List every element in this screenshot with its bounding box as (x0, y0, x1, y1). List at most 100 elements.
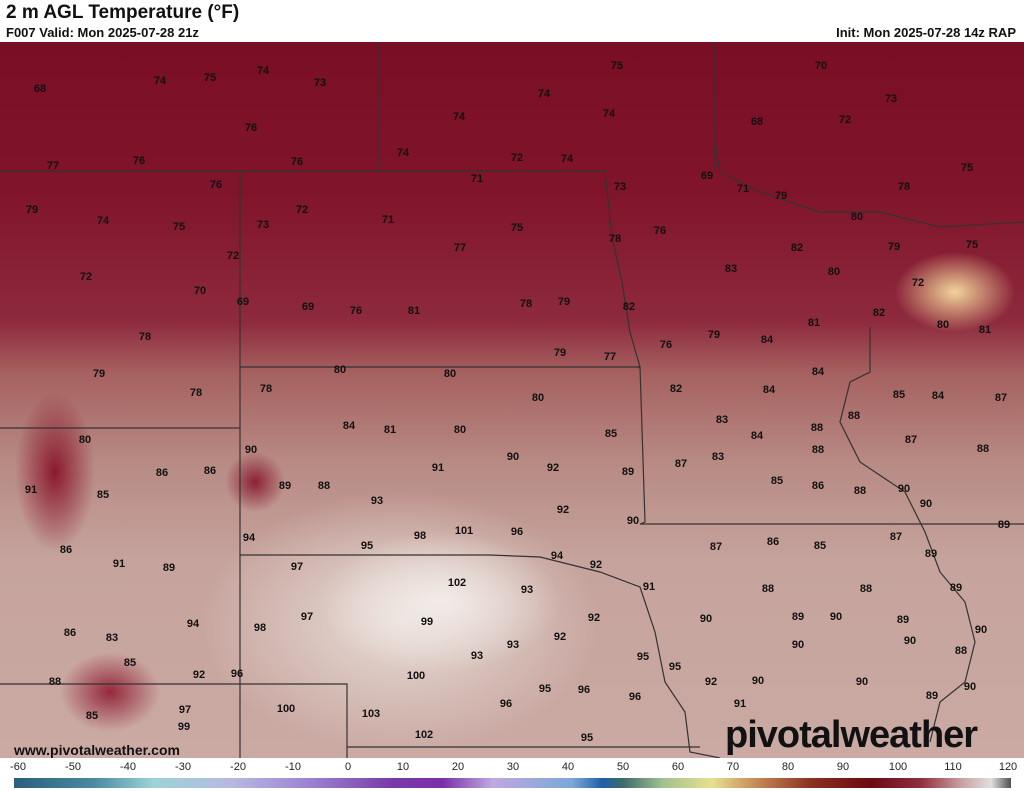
temperature-label: 80 (936, 319, 950, 331)
temperature-label: 79 (92, 368, 106, 380)
colorbar-tick: 20 (451, 761, 465, 773)
temperature-label: 88 (811, 444, 825, 456)
colorbar-tick: 100 (888, 761, 908, 773)
temperature-label: 95 (636, 651, 650, 663)
temperature-label: 90 (974, 624, 988, 636)
temperature-label: 86 (811, 480, 825, 492)
temperature-label: 68 (33, 83, 47, 95)
temperature-label: 90 (855, 676, 869, 688)
temperature-label: 88 (317, 480, 331, 492)
temperature-label: 85 (892, 389, 906, 401)
temperature-label: 74 (452, 111, 466, 123)
temperature-label: 80 (443, 368, 457, 380)
temperature-label: 85 (85, 710, 99, 722)
temperature-label: 86 (203, 465, 217, 477)
temperature-label: 87 (994, 392, 1008, 404)
colorbar-tick: -30 (175, 761, 191, 773)
boundary-line (839, 327, 976, 743)
temperature-label: 89 (621, 466, 635, 478)
temperature-label: 89 (997, 519, 1011, 531)
temperature-label: 75 (610, 60, 624, 72)
temperature-label: 90 (751, 675, 765, 687)
temperature-label: 73 (613, 181, 627, 193)
temperature-label: 89 (278, 480, 292, 492)
temperature-label: 93 (520, 584, 534, 596)
temperature-label: 86 (155, 467, 169, 479)
temperature-label: 92 (704, 676, 718, 688)
boundary-line (240, 170, 641, 369)
temperature-label: 91 (24, 484, 38, 496)
temperature-label: 76 (659, 339, 673, 351)
temperature-label: 99 (177, 721, 191, 733)
temperature-label: 97 (178, 704, 192, 716)
temperature-label: 86 (766, 536, 780, 548)
temperature-label: 74 (256, 65, 270, 77)
temperature-label: 90 (506, 451, 520, 463)
temperature-label: 102 (447, 577, 467, 589)
temperature-label: 97 (290, 561, 304, 573)
temperature-label: 90 (244, 444, 258, 456)
temperature-label: 75 (965, 239, 979, 251)
temperature-label: 77 (46, 160, 60, 172)
temperature-label: 84 (762, 384, 776, 396)
temperature-label: 95 (580, 732, 594, 744)
pivotal-weather-logo: pivotalweather (725, 714, 978, 756)
temperature-label: 78 (608, 233, 622, 245)
temperature-label: 95 (360, 540, 374, 552)
temperature-label: 78 (189, 387, 203, 399)
temperature-label: 73 (313, 77, 327, 89)
colorbar-tick: 80 (781, 761, 795, 773)
temperature-label: 81 (407, 305, 421, 317)
temperature-map[interactable]: 68 74 75 74 73 75 70 74 73 74 74 68 72 76 77 76 76 74 72 74… (0, 42, 1024, 758)
map-title: 2 m AGL Temperature (°F) (6, 2, 240, 23)
temperature-label: 89 (896, 614, 910, 626)
temperature-label: 98 (413, 530, 427, 542)
temperature-label: 70 (193, 285, 207, 297)
temperature-label: 95 (668, 661, 682, 673)
temperature-label: 92 (556, 504, 570, 516)
temperature-label: 85 (770, 475, 784, 487)
temperature-label: 80 (827, 266, 841, 278)
temperature-label: 87 (904, 434, 918, 446)
temperature-label: 74 (396, 147, 410, 159)
temperature-label: 76 (244, 122, 258, 134)
temperature-label: 72 (838, 114, 852, 126)
init-time: Init: Mon 2025-07-28 14z RAP (836, 25, 1016, 40)
temperature-label: 96 (230, 668, 244, 680)
temperature-label: 85 (96, 489, 110, 501)
temperature-label: 80 (453, 424, 467, 436)
temperature-label: 88 (761, 583, 775, 595)
temperature-label: 91 (431, 462, 445, 474)
temperature-label: 91 (733, 698, 747, 710)
temperature-label: 85 (123, 657, 137, 669)
temperature-label: 69 (236, 296, 250, 308)
temperature-label: 89 (949, 582, 963, 594)
temperature-label: 76 (132, 155, 146, 167)
temperature-label: 80 (78, 434, 92, 446)
temperature-label: 72 (79, 271, 93, 283)
temperature-label: 84 (931, 390, 945, 402)
temperature-label: 92 (587, 612, 601, 624)
temperature-label: 77 (603, 351, 617, 363)
colorbar-tick: 30 (506, 761, 520, 773)
temperature-label: 97 (300, 611, 314, 623)
temperature-label: 72 (510, 152, 524, 164)
temperature-label: 83 (715, 414, 729, 426)
temperature-label: 81 (383, 424, 397, 436)
temperature-label: 76 (653, 225, 667, 237)
temperature-label: 71 (381, 214, 395, 226)
temperature-label: 94 (186, 618, 200, 630)
temperature-label: 76 (349, 305, 363, 317)
temperature-label: 85 (604, 428, 618, 440)
temperature-label: 73 (256, 219, 270, 231)
temperature-label: 79 (774, 190, 788, 202)
temperature-label: 96 (499, 698, 513, 710)
temperature-label: 72 (226, 250, 240, 262)
boundary-line (714, 141, 1024, 228)
temperature-label: 99 (420, 616, 434, 628)
temperature-label: 92 (546, 462, 560, 474)
temperature-colorbar (14, 778, 1011, 788)
temperature-label: 90 (919, 498, 933, 510)
temperature-label: 94 (550, 550, 564, 562)
temperature-label: 87 (674, 458, 688, 470)
